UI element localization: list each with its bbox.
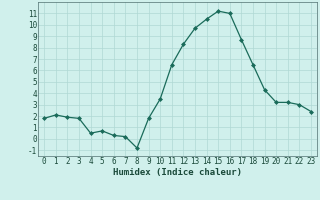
X-axis label: Humidex (Indice chaleur): Humidex (Indice chaleur) (113, 168, 242, 177)
